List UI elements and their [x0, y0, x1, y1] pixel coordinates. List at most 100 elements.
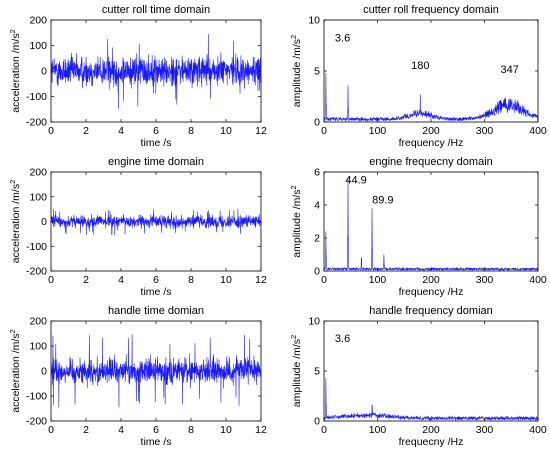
y-tick-label: -100	[26, 91, 47, 103]
y-axis-label-exponent: 2	[8, 329, 17, 333]
x-tick-label: 0	[48, 125, 54, 137]
y-tick-label: 5	[314, 66, 320, 78]
x-tick-label: 12	[255, 274, 267, 286]
x-tick-label: 400	[529, 424, 547, 436]
y-axis-label-text: amplitude /m/s	[291, 189, 303, 257]
y-tick-label: 0	[314, 416, 320, 428]
y-axis-label-exponent: 2	[289, 335, 298, 339]
x-tick-label: 10	[220, 125, 232, 137]
x-tick-label: 4	[118, 125, 124, 137]
chart-panel-6: 0 100 200 300 400 10 5 0 handle frequency domian…	[289, 305, 547, 448]
y-tick-label: 4	[314, 200, 320, 212]
x-tick-label: 200	[422, 125, 440, 137]
chart-title: cutter roll frequency domain	[363, 4, 499, 16]
x-tick-label: 0	[321, 424, 327, 436]
y-axis-label-text: amplitude /m/s	[291, 339, 303, 407]
x-tick-label: 300	[476, 274, 494, 286]
x-tick-label: 4	[118, 274, 124, 286]
y-tick-label: 10	[308, 316, 320, 328]
x-tick-label: 300	[476, 424, 494, 436]
chart-title: handle frequency domian	[369, 305, 493, 317]
x-axis-label: time /s	[141, 137, 172, 149]
chart-panel-2: 0 100 200 300 400 10 5 0 cutter roll frequency d…	[289, 4, 547, 149]
y-tick-label: 5	[314, 366, 320, 378]
y-tick-label: -200	[26, 416, 47, 428]
y-axis-label-exponent: 2	[8, 29, 17, 33]
y-axis-label: amplitude /m/s2	[289, 35, 303, 107]
y-tick-label: 0	[314, 266, 320, 278]
y-axis-label-exponent: 2	[289, 185, 298, 189]
y-tick-label: -200	[26, 117, 47, 129]
y-tick-label: -100	[26, 391, 47, 403]
plot-frame	[323, 171, 539, 272]
x-tick-label: 10	[220, 274, 232, 286]
x-tick-label: 400	[529, 125, 547, 137]
x-tick-label: 6	[153, 424, 159, 436]
y-axis-label: acceleration /m/s2	[8, 180, 22, 264]
y-tick-label: 0	[41, 366, 47, 378]
chart-panel-1: 0 2 4 6 8 10 12 200 100 0 -100 -200 cutter roll time…	[8, 4, 267, 149]
x-tick-label: 200	[422, 424, 440, 436]
y-axis-label: acceleration /m/s2	[8, 329, 22, 413]
chart-panel-5: 0 2 4 6 8 10 12 200 100 0 -100 -200 handle time domi…	[8, 305, 267, 448]
x-tick-label: 12	[255, 125, 267, 137]
y-tick-label: -100	[26, 241, 47, 253]
y-axis-label: amplitude /m/s2	[289, 335, 303, 407]
peak-annotation: 3.6	[335, 32, 350, 44]
y-tick-label: 100	[29, 40, 47, 52]
y-axis-label-text: acceleration /m/s	[10, 33, 22, 112]
chart-title: handle time domian	[108, 305, 204, 317]
y-tick-label: 100	[29, 191, 47, 203]
y-tick-label: 2	[314, 233, 320, 245]
chart-title: engine frequecny domain	[369, 156, 493, 168]
chart-title: cutter roll time domain	[102, 4, 210, 16]
x-tick-label: 0	[48, 274, 54, 286]
x-tick-label: 100	[369, 274, 387, 286]
x-tick-label: 10	[220, 424, 232, 436]
x-tick-label: 400	[529, 274, 547, 286]
x-tick-label: 6	[153, 274, 159, 286]
x-axis-label: time /s	[141, 436, 172, 448]
y-tick-label: 0	[41, 66, 47, 78]
chart-title: engine time domain	[108, 156, 204, 168]
peak-annotation: 89.9	[372, 194, 393, 206]
y-tick-label: 200	[29, 167, 47, 179]
x-tick-label: 2	[83, 125, 89, 137]
x-tick-label: 0	[321, 125, 327, 137]
x-tick-label: 2	[83, 274, 89, 286]
x-tick-label: 100	[369, 424, 387, 436]
y-axis-label: acceleration /m/s2	[8, 29, 22, 113]
x-tick-label: 0	[48, 424, 54, 436]
chart-panel-3: 0 2 4 6 8 10 12 200 100 0 -100 -200 engine time doma…	[8, 156, 267, 298]
x-axis-label: time /s	[141, 286, 172, 298]
y-axis-label-text: acceleration /m/s	[10, 184, 22, 263]
x-axis-label: frequecny /Hz	[399, 436, 464, 448]
signal-trace	[51, 34, 261, 109]
x-tick-label: 8	[188, 424, 194, 436]
x-tick-label: 100	[369, 125, 387, 137]
x-tick-label: 4	[118, 424, 124, 436]
y-tick-label: 200	[29, 15, 47, 27]
x-tick-label: 8	[188, 274, 194, 286]
x-axis-label: frequency /Hz	[399, 286, 464, 298]
y-tick-label: 10	[308, 15, 320, 27]
y-axis-label-exponent: 2	[289, 35, 298, 39]
y-tick-label: 6	[314, 167, 320, 179]
x-axis-label: frequency /Hz	[399, 137, 464, 149]
x-tick-label: 12	[255, 424, 267, 436]
y-tick-label: 200	[29, 316, 47, 328]
x-tick-label: 0	[321, 274, 327, 286]
signal-trace	[51, 208, 261, 236]
x-tick-label: 200	[422, 274, 440, 286]
x-tick-label: 300	[476, 125, 494, 137]
chart-panel-4: 0 100 200 300 400 6 4 2 0 engine frequecny domain…	[289, 156, 547, 298]
y-tick-label: 0	[41, 216, 47, 228]
plot-frame	[323, 320, 539, 422]
y-tick-label: -200	[26, 266, 47, 278]
x-tick-label: 8	[188, 125, 194, 137]
x-tick-label: 6	[153, 125, 159, 137]
signal-trace	[324, 73, 538, 122]
signal-trace	[51, 334, 261, 408]
y-tick-label: 0	[314, 117, 320, 129]
peak-annotation: 180	[411, 60, 429, 72]
